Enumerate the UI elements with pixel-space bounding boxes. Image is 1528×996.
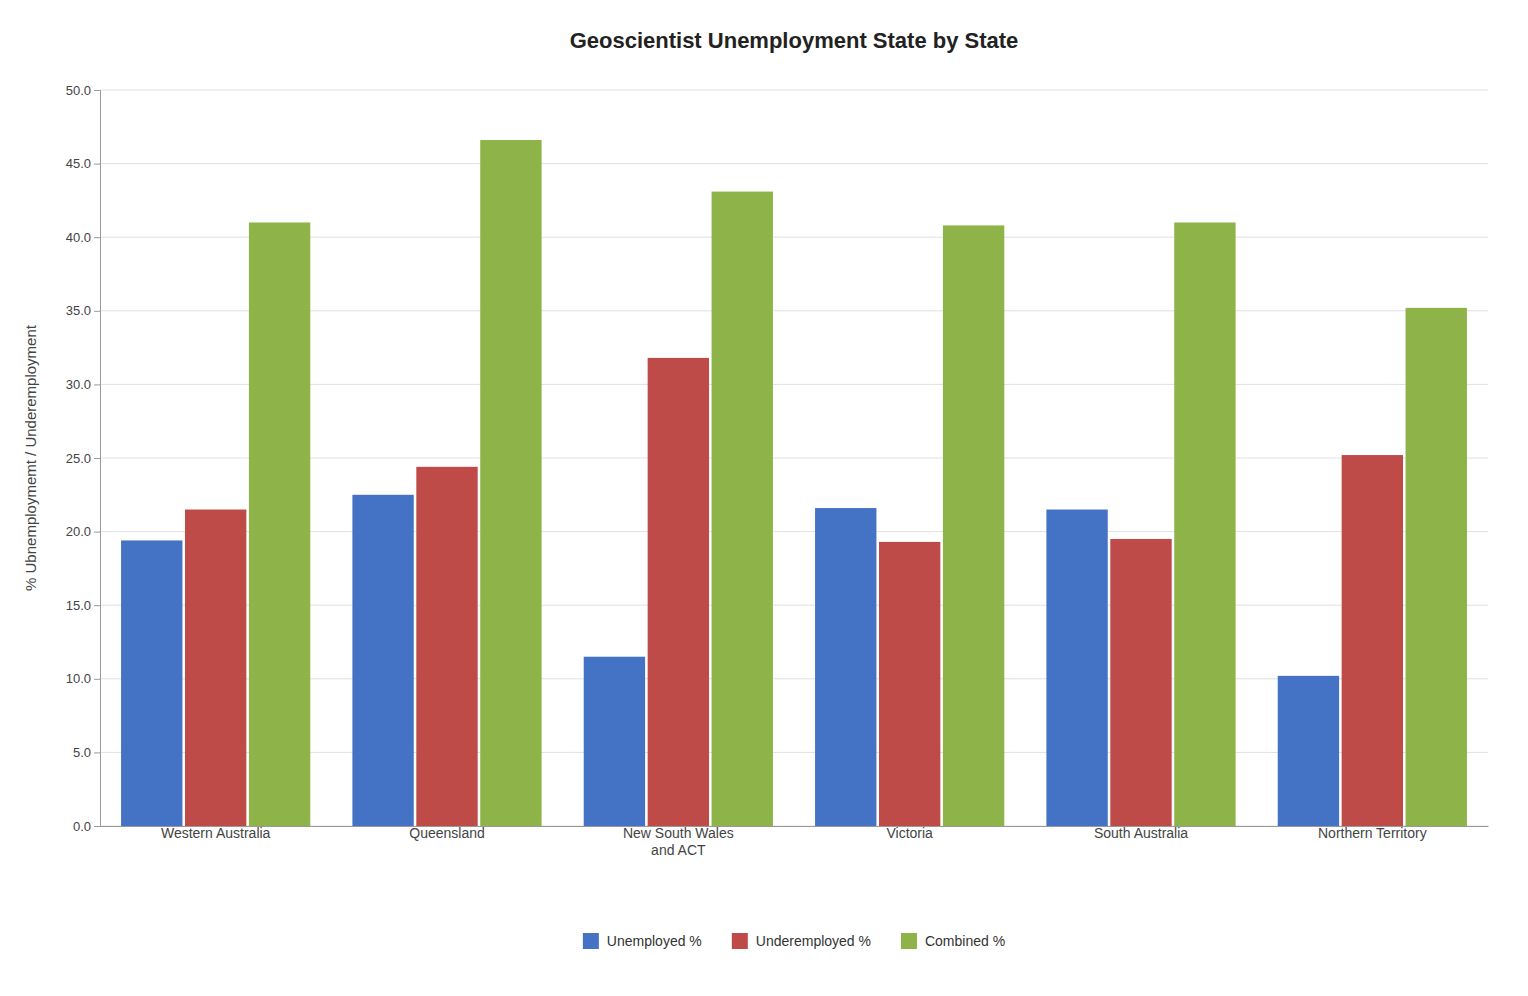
tick-label: 30.0 [66,377,91,392]
tick-label: New South Walesand ACT [623,825,734,858]
tick-label-line: New South Wales [623,825,734,841]
legend-label: Unemployed % [607,933,702,949]
bar-series [249,140,1467,826]
plot-area: 0.0 5.0 10.0 15.0 20.0 25.0 30.0 35.0 40.0 45.0 50… [66,83,1489,858]
y-tick: 30.0 [66,377,100,392]
legend-swatch [901,933,917,949]
tick-mark [94,532,100,533]
tick-label: 35.0 [66,303,91,318]
y-tick: 40.0 [66,230,100,245]
bar [480,140,541,826]
bar [879,542,940,826]
bar [249,222,310,826]
y-tick: 35.0 [66,303,100,318]
x-tick: South Australia [1094,825,1188,841]
bar [1110,539,1171,826]
axis-domain [94,91,101,827]
legend-item: Underemployed % [732,933,871,949]
y-tick: 20.0 [66,524,100,539]
bar [648,358,709,826]
bar [185,510,246,826]
bar [815,508,876,826]
tick-mark [94,679,100,680]
grid [100,90,1488,826]
legend-item: Unemployed % [583,933,702,949]
tick-mark [94,311,100,312]
tick-mark [94,458,100,459]
bar [1406,308,1467,826]
bar [121,540,182,826]
tick-label-line: Queensland [409,825,485,841]
y-tick: 0.0 [73,819,100,834]
bar [1046,510,1107,826]
tick-label: 50.0 [66,83,91,98]
bar [1278,676,1339,826]
tick-label-line: Victoria [886,825,933,841]
legend-swatch [732,933,748,949]
y-tick: 50.0 [66,83,100,98]
tick-label: Queensland [409,825,485,841]
tick-label-line: Western Australia [161,825,271,841]
tick-mark [94,237,100,238]
bar [1174,222,1235,826]
tick-mark [94,384,100,385]
tick-mark [94,90,100,91]
x-tick: Victoria [886,825,933,841]
tick-mark [94,605,100,606]
tick-label: 10.0 [66,671,91,686]
x-tick: New South Walesand ACT [623,825,734,858]
y-axis: 0.0 5.0 10.0 15.0 20.0 25.0 30.0 35.0 40.0 45.0 50… [66,83,101,834]
y-tick: 10.0 [66,671,100,686]
x-tick: Northern Territory [1318,825,1427,841]
y-tick: 15.0 [66,598,100,613]
tick-label-line: and ACT [651,842,706,858]
tick-mark [94,752,100,753]
legend-swatch [583,933,599,949]
title: Geoscientist Unemployment State by State [570,28,1019,53]
tick-label: Northern Territory [1318,825,1427,841]
axis-domain [101,826,1489,827]
bar [1342,455,1403,826]
legend-label: Combined % [925,933,1005,949]
chart: 0.0 5.0 10.0 15.0 20.0 25.0 30.0 35.0 40.0 45.0 50… [0,0,1528,996]
bar [416,467,477,826]
tick-label: 20.0 [66,524,91,539]
legend-item: Combined % [901,933,1005,949]
tick-label: 0.0 [73,819,91,834]
tick-label: 40.0 [66,230,91,245]
tick-label: 45.0 [66,156,91,171]
bar [712,192,773,826]
legend-label: Underemployed % [756,933,871,949]
y-tick: 25.0 [66,451,100,466]
x-tick: Western Australia [161,825,271,841]
legend: Unemployed % Underemployed % Combined % [583,933,1005,949]
y-tick: 5.0 [73,745,100,760]
bars [121,140,1467,826]
tick-mark [94,164,100,165]
tick-label-line: Northern Territory [1318,825,1427,841]
bar [352,495,413,826]
bar [584,657,645,826]
x-tick: Queensland [409,825,485,841]
tick-label: 5.0 [73,745,91,760]
tick-label: Victoria [886,825,933,841]
bar [943,225,1004,826]
axis-title: % Ubnemploymemt / Underemployment [22,324,39,591]
tick-label: 15.0 [66,598,91,613]
grid-line [100,90,1488,91]
tick-label: South Australia [1094,825,1188,841]
grid-line [100,163,1488,164]
y-tick: 45.0 [66,156,100,171]
tick-mark [94,826,100,827]
tick-label-line: South Australia [1094,825,1188,841]
tick-label: Western Australia [161,825,271,841]
tick-label: 25.0 [66,451,91,466]
x-axis: Western Australia Queensland New South Wal… [101,825,1489,858]
